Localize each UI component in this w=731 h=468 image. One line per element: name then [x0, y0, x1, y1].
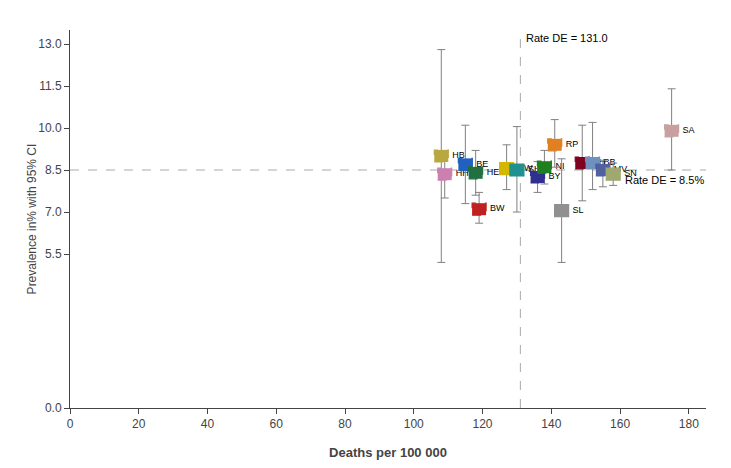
svg-text:100: 100 — [404, 417, 424, 431]
svg-text:0.0: 0.0 — [45, 401, 62, 415]
svg-text:BB: BB — [604, 157, 616, 167]
svg-text:HB: HB — [452, 150, 465, 160]
svg-text:HH: HH — [456, 168, 469, 178]
svg-text:SH: SH — [528, 164, 541, 174]
svg-text:HE: HE — [487, 167, 500, 177]
svg-text:0: 0 — [67, 417, 74, 431]
svg-text:120: 120 — [473, 417, 493, 431]
svg-text:60: 60 — [270, 417, 284, 431]
svg-text:SN: SN — [624, 168, 637, 178]
svg-text:Prevalence in% with 95% CI: Prevalence in% with 95% CI — [25, 144, 39, 295]
svg-text:BE: BE — [476, 159, 488, 169]
svg-text:7.0: 7.0 — [45, 205, 62, 219]
svg-text:Deaths per 100 000: Deaths per 100 000 — [329, 445, 447, 460]
svg-text:40: 40 — [201, 417, 215, 431]
svg-text:80: 80 — [338, 417, 352, 431]
svg-text:BY: BY — [549, 171, 561, 181]
svg-text:13.0: 13.0 — [38, 37, 62, 51]
svg-text:160: 160 — [610, 417, 630, 431]
svg-text:RP: RP — [566, 139, 579, 149]
svg-text:NW: NW — [518, 163, 533, 173]
svg-text:SA: SA — [683, 125, 695, 135]
svg-text:10.0: 10.0 — [38, 121, 62, 135]
svg-text:BW: BW — [490, 203, 505, 213]
svg-text:SL: SL — [573, 205, 584, 215]
svg-text:180: 180 — [679, 417, 699, 431]
svg-text:TH: TH — [593, 157, 605, 167]
svg-text:Rate DE = 8.5%: Rate DE = 8.5% — [625, 174, 704, 186]
svg-text:20: 20 — [132, 417, 146, 431]
svg-text:140: 140 — [541, 417, 561, 431]
svg-text:NI: NI — [555, 161, 564, 171]
svg-text:Rate DE = 131.0: Rate DE = 131.0 — [526, 32, 608, 44]
svg-text:5.5: 5.5 — [45, 247, 62, 261]
svg-text:11.5: 11.5 — [39, 79, 62, 93]
svg-text:MV: MV — [614, 164, 628, 174]
svg-text:8.5: 8.5 — [45, 163, 62, 177]
